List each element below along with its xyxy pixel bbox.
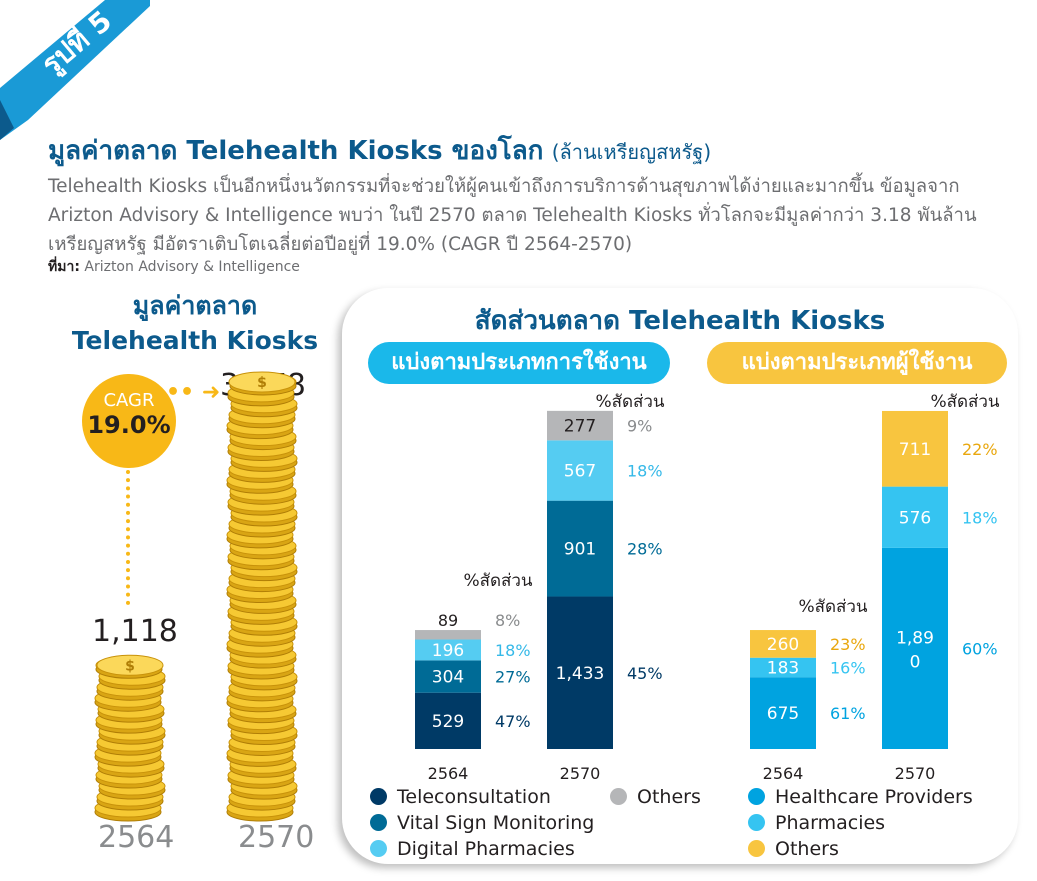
- legend-label: Pharmacies: [775, 812, 886, 834]
- title-unit: (ล้านเหรียญสหรัฐ): [551, 140, 712, 164]
- coin-stack-2570: [226, 371, 298, 822]
- share-label: 22%: [962, 440, 998, 459]
- bar-value-label: 576: [899, 508, 931, 528]
- bar-value-label: 901: [564, 540, 596, 560]
- bar-segment-usage-2570-1: [547, 500, 613, 597]
- bar-value-label: 567: [564, 461, 596, 481]
- share-header: %สัดส่วน: [798, 597, 867, 617]
- share-label: 60%: [962, 639, 998, 658]
- dollar-icon: $: [125, 658, 135, 674]
- legend-vital-sign: Vital Sign Monitoring: [370, 812, 594, 834]
- bar-segment-usage-2570-0: [547, 596, 613, 749]
- coin-face: [228, 371, 296, 393]
- market-year-2570: 2570: [238, 820, 315, 855]
- source-label: ที่มา:: [48, 259, 80, 275]
- cagr-label: CAGR: [103, 390, 155, 411]
- legend-label: Digital Pharmacies: [397, 838, 575, 860]
- share-label: 23%: [830, 635, 866, 654]
- bar-segment-usage-2570-2: [547, 440, 613, 501]
- page-title: มูลค่าตลาด Telehealth Kiosks ของโลก (ล้า…: [48, 130, 711, 171]
- source-text: Arizton Advisory & Intelligence: [84, 259, 300, 275]
- legend-label: Healthcare Providers: [775, 786, 973, 808]
- share-label: 18%: [962, 508, 998, 527]
- bar-value-label: 183: [767, 658, 799, 678]
- share-label: 61%: [830, 704, 866, 723]
- bar-segment-user-2570-0: [882, 547, 948, 749]
- legend-dot-others-user: [748, 840, 765, 857]
- cagr-circle: CAGR 19.0%: [82, 374, 176, 468]
- share-panel-title: สัดส่วนตลาด Telehealth Kiosks: [474, 306, 886, 336]
- legend-label: Teleconsultation: [397, 786, 551, 808]
- share-header: %สัดส่วน: [595, 392, 664, 412]
- bar-segment-user-2564-0: [750, 677, 816, 749]
- x-tick-label: 2564: [763, 764, 804, 783]
- x-tick-label: 2564: [428, 764, 469, 783]
- legend-pharmacies: Pharmacies: [748, 812, 885, 834]
- bar-value-label: 529: [432, 712, 464, 732]
- bar-value-label: 1,89: [896, 628, 934, 648]
- figure-badge-ribbon: [0, 0, 150, 140]
- bar-segment-user-2570-1: [882, 486, 948, 548]
- source-line: ที่มา: Arizton Advisory & Intelligence: [48, 256, 300, 278]
- legend-healthcare-providers: Healthcare Providers: [748, 786, 973, 808]
- market-value-2564: 1,118: [92, 614, 178, 649]
- legend-label: Others: [775, 838, 839, 860]
- share-label: 8%: [495, 611, 520, 630]
- x-tick-label: 2570: [560, 764, 601, 783]
- legend-dot-others-usage: [610, 788, 627, 805]
- share-label: 18%: [495, 641, 531, 660]
- share-label: 47%: [495, 712, 531, 731]
- legend-dot-healthcare: [748, 788, 765, 805]
- share-label: 28%: [627, 540, 663, 559]
- coin-face: [96, 654, 164, 676]
- share-header: %สัดส่วน: [930, 392, 999, 412]
- cagr-arrow-icon: •• ➜: [166, 380, 221, 405]
- bar-segment-usage-2564-0: [415, 692, 481, 749]
- left-chart-title: มูลค่าตลาด Telehealth Kiosks: [71, 291, 319, 355]
- share-label: 9%: [627, 417, 652, 436]
- bar-value-label: 277: [564, 417, 596, 437]
- bar-value-label: 0: [910, 652, 921, 672]
- pill-by-usage: แบ่งตามประเภทการใช้งาน: [368, 342, 670, 384]
- bar-value-label: 196: [432, 641, 464, 661]
- cagr-connector: [126, 470, 130, 605]
- cagr-value: 19.0%: [87, 411, 171, 439]
- bar-segment-usage-2570-3: [547, 410, 613, 441]
- bar-segment-usage-2564-2: [415, 639, 481, 661]
- bar-value-label: 304: [432, 668, 464, 688]
- legend-dot-pharmacies: [748, 814, 765, 831]
- bar-segment-user-2564-1: [750, 657, 816, 678]
- legend-others-usage: Others: [610, 786, 701, 808]
- share-label: 45%: [627, 664, 663, 683]
- bar-segment-user-2570-2: [882, 410, 948, 487]
- share-header: %สัดส่วน: [463, 571, 532, 591]
- market-year-2564: 2564: [98, 820, 175, 855]
- share-label: 27%: [495, 668, 531, 687]
- description: Telehealth Kiosks เป็นอีกหนึ่งนวัตกรรมที…: [48, 176, 977, 255]
- dollar-icon: $: [257, 375, 267, 391]
- x-tick-label: 2570: [895, 764, 936, 783]
- bar-value-label: 1,433: [556, 664, 605, 684]
- legend-digital-pharmacies: Digital Pharmacies: [370, 838, 575, 860]
- share-label: 18%: [627, 461, 663, 480]
- coin-stack-2564: [94, 654, 166, 822]
- title-main: มูลค่าตลาด Telehealth Kiosks ของโลก: [48, 136, 544, 166]
- legend-label: Vital Sign Monitoring: [397, 812, 595, 834]
- bar-value-label: 260: [767, 635, 799, 655]
- bar-segment-user-2564-2: [750, 630, 816, 658]
- share-label: 16%: [830, 658, 866, 677]
- legend-others-user: Others: [748, 838, 839, 860]
- legend-label: Others: [637, 786, 701, 808]
- bar-segment-usage-2564-3: [415, 630, 481, 640]
- legend-dot-digital-pharmacies: [370, 840, 387, 857]
- legend-dot-vital-sign: [370, 814, 387, 831]
- bar-value-label: 711: [899, 440, 931, 460]
- legend-dot-teleconsultation: [370, 788, 387, 805]
- legend-teleconsultation: Teleconsultation: [370, 786, 551, 808]
- bar-segment-usage-2564-1: [415, 660, 481, 693]
- bar-value-label: 675: [767, 704, 799, 724]
- bar-value-label: 89: [438, 611, 458, 630]
- pill-by-user: แบ่งตามประเภทผู้ใช้งาน: [707, 342, 1007, 384]
